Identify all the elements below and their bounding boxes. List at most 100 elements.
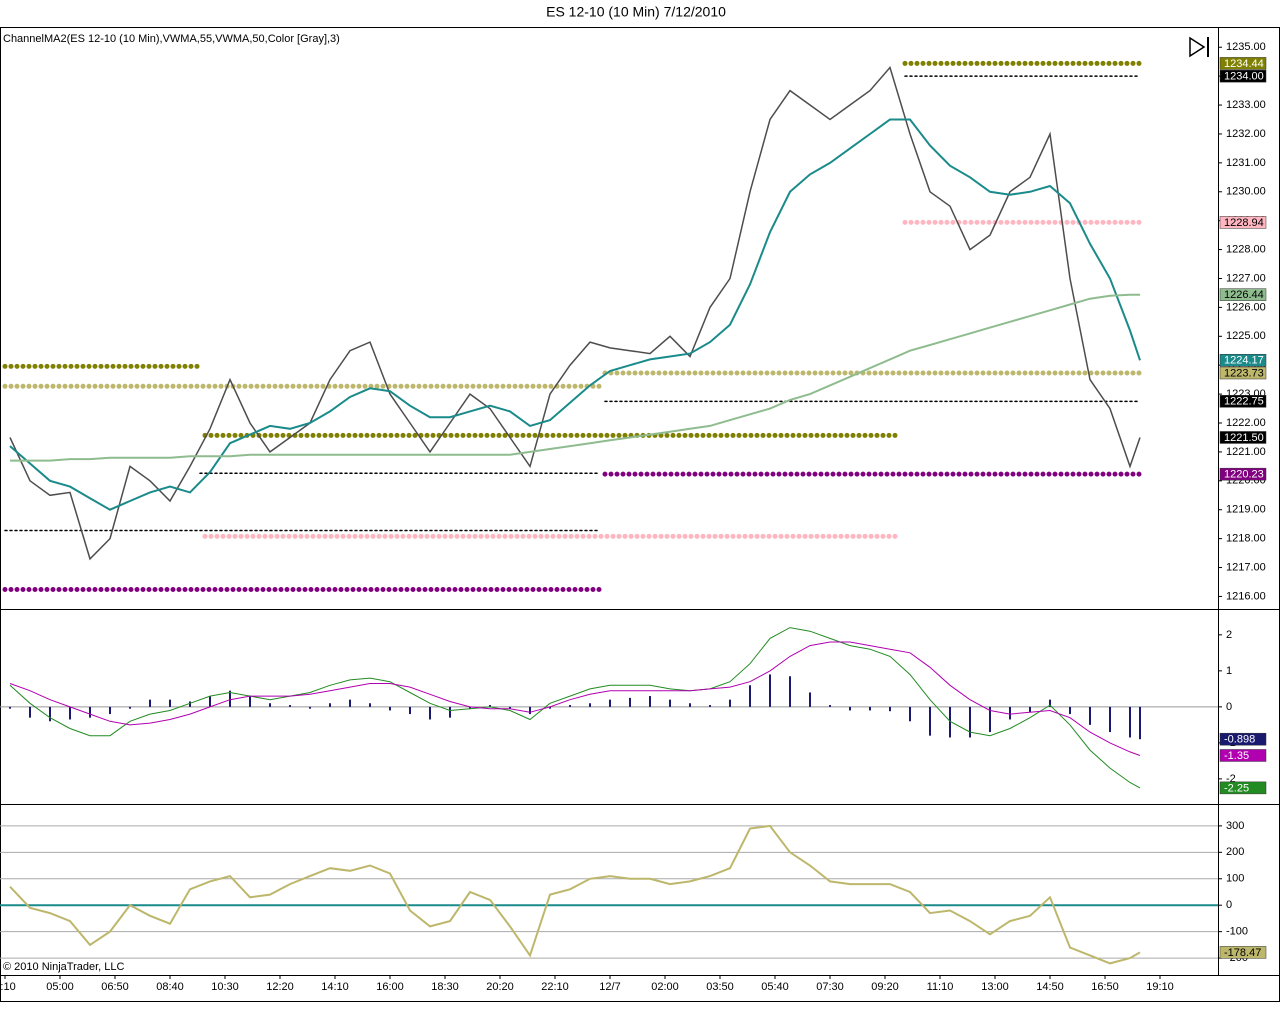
y-tick-label: 1218.00 [1226, 533, 1266, 545]
x-tick-label: 16:50 [1091, 981, 1119, 993]
y-tick-label: 2 [1226, 629, 1232, 641]
histogram-bar [769, 674, 771, 707]
histogram-bar [269, 703, 271, 707]
price-marker-label: 1223.73 [1224, 367, 1264, 379]
histogram-bar [649, 696, 651, 707]
price-marker-label: 1221.50 [1224, 432, 1264, 444]
histogram-bar [209, 696, 211, 707]
price-marker [1219, 395, 1267, 408]
x-tick-label: 14:50 [1036, 981, 1064, 993]
price-marker-label: 1226.44 [1224, 289, 1264, 301]
y-tick-label: -100 [1226, 926, 1248, 938]
x-tick-label: 06:50 [101, 981, 129, 993]
price-marker-label: 1234.00 [1224, 71, 1264, 83]
y-tick-label: 1222.00 [1226, 417, 1266, 429]
y-tick-label: 1228.00 [1226, 243, 1266, 255]
price-marker [1219, 946, 1267, 959]
y-tick-label: 100 [1226, 873, 1244, 885]
x-tick-label: 08:40 [156, 981, 184, 993]
histogram-bar [569, 705, 571, 707]
y-tick-label: 1232.00 [1226, 128, 1266, 140]
histogram-bar [149, 699, 151, 707]
histogram-bar [609, 699, 611, 707]
histogram-bar [329, 703, 331, 707]
histogram-bar [29, 706, 31, 718]
histogram-bar [909, 706, 911, 722]
y-tick-label: 1227.00 [1226, 272, 1266, 284]
histogram-bar [349, 699, 351, 707]
x-tick-label: 19:10 [1146, 981, 1174, 993]
price-marker-label: -178.47 [1224, 947, 1261, 959]
price-marker [1219, 781, 1267, 795]
x-tick-label: 20:20 [486, 981, 514, 993]
histogram-bar [729, 699, 731, 707]
series-line [9, 118, 1141, 511]
histogram-bar [1129, 706, 1131, 738]
y-tick-label: 1221.00 [1226, 446, 1266, 458]
histogram-bar [1109, 706, 1111, 733]
y-tick-label: 1230.00 [1226, 186, 1266, 198]
histogram-bar [929, 706, 931, 736]
histogram-bar [529, 706, 531, 715]
histogram-bar [509, 706, 511, 709]
x-tick-label: 03:50 [706, 981, 734, 993]
x-tick-label: 14:10 [321, 981, 349, 993]
histogram-bar [1029, 706, 1031, 713]
series-line [9, 65, 1141, 561]
indicator-label: ChannelMA2(ES 12-10 (10 Min),VWMA,55,VWM… [3, 33, 340, 45]
price-marker [1219, 69, 1267, 83]
y-tick-label: -2 [1226, 773, 1236, 785]
y-tick-label: 300 [1226, 820, 1244, 832]
x-tick-label: 10:30 [211, 981, 239, 993]
y-tick-label: 1216.00 [1226, 590, 1266, 602]
price-marker-label: -0.898 [1224, 734, 1255, 746]
histogram-bar [749, 685, 751, 707]
histogram-bar [449, 706, 451, 718]
y-tick-label: 1231.00 [1226, 157, 1266, 169]
series-line [9, 641, 1141, 756]
histogram-bar [309, 706, 311, 709]
histogram-bar [369, 703, 371, 707]
price-marker-label: 1228.94 [1224, 217, 1264, 229]
y-tick-label: 1225.00 [1226, 330, 1266, 342]
x-tick-label: 13:00 [981, 981, 1009, 993]
price-marker-label: -1.35 [1224, 750, 1249, 762]
scroll-end-icon[interactable] [1189, 36, 1209, 58]
x-tick-label: 05:40 [761, 981, 789, 993]
histogram-bar [89, 706, 91, 718]
histogram-bar [1009, 706, 1011, 720]
y-tick-label: 1 [1226, 665, 1232, 677]
histogram-bar [669, 699, 671, 707]
histogram-bar [709, 705, 711, 707]
histogram-bar [949, 706, 951, 738]
histogram-bar [589, 703, 591, 707]
x-tick-label: 12/7 [599, 981, 620, 993]
x-tick-label: 16:00 [376, 981, 404, 993]
price-marker-label: 1220.23 [1224, 469, 1264, 481]
series-line [9, 824, 1141, 965]
histogram-bar [849, 706, 851, 711]
price-marker [1219, 732, 1267, 746]
histogram-bar [989, 706, 991, 733]
y-tick-label: 1217.00 [1226, 561, 1266, 573]
copyright: © 2010 NinjaTrader, LLC [3, 961, 124, 973]
histogram-bar [409, 706, 411, 715]
histogram-bar [549, 706, 551, 709]
x-tick-label: 12:20 [266, 981, 294, 993]
histogram-bar [1139, 706, 1141, 740]
histogram-bar [69, 706, 71, 720]
x-tick-label: 18:30 [431, 981, 459, 993]
y-tick-label: 0 [1226, 899, 1232, 911]
price-marker-label: 1222.75 [1224, 396, 1264, 408]
histogram-bar [289, 705, 291, 707]
histogram-bar [469, 706, 471, 709]
histogram-bar [1069, 706, 1071, 715]
histogram-bar [869, 706, 871, 711]
histogram-bar [1089, 706, 1091, 725]
x-tick-label: 05:00 [46, 981, 74, 993]
x-tick-label: 09:20 [871, 981, 899, 993]
histogram-bar [889, 706, 891, 712]
price-marker [1219, 216, 1267, 229]
price-marker [1219, 431, 1267, 444]
histogram-bar [389, 706, 391, 711]
